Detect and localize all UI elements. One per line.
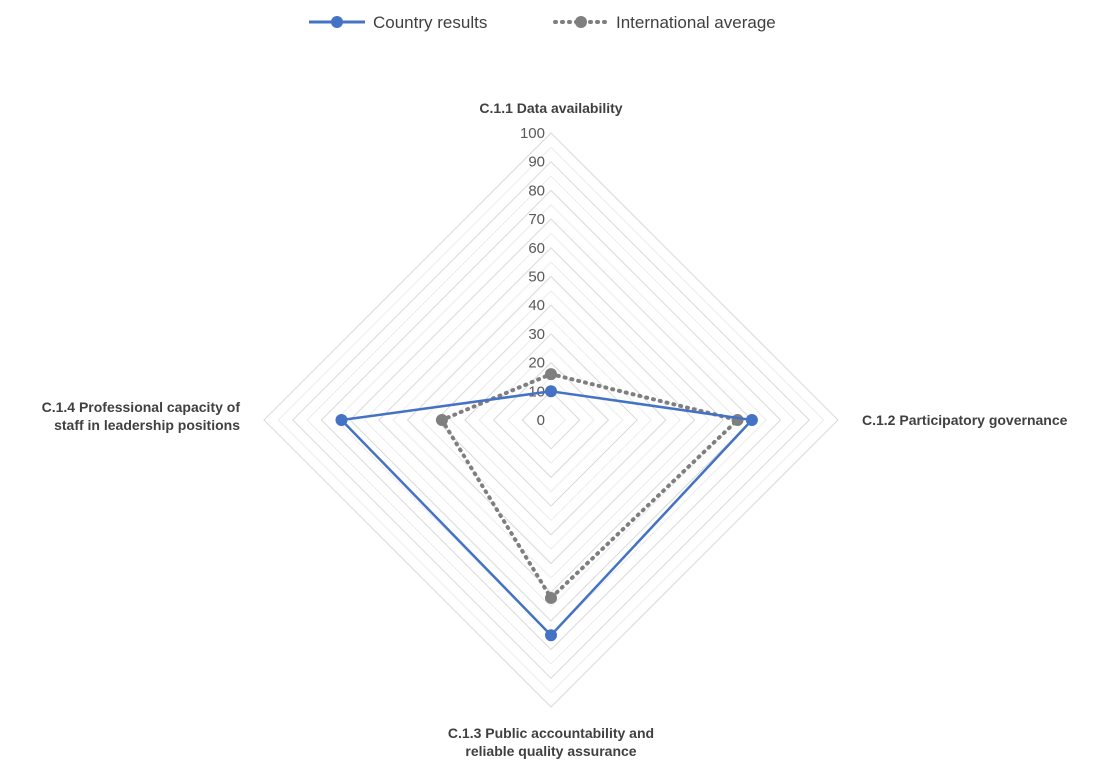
- tick-label: 80: [528, 182, 545, 199]
- series-group: [335, 385, 758, 642]
- axis-label: C.1.2 Participatory governance: [862, 412, 1068, 428]
- tick-label: 20: [528, 355, 545, 372]
- series-point: [545, 629, 557, 642]
- series-point: [335, 414, 348, 426]
- tick-label: 0: [537, 412, 545, 429]
- series-point: [545, 591, 557, 604]
- grid-ring: [349, 218, 753, 622]
- legend-swatch-marker: [331, 16, 343, 28]
- grid-ring: [263, 132, 839, 708]
- tick-label: 70: [528, 211, 545, 228]
- axis-label-line: C.1.3 Public accountability and: [448, 725, 654, 741]
- radar-grid: [263, 132, 839, 708]
- grid-ring: [535, 404, 567, 436]
- grid-ring: [449, 318, 653, 522]
- grid-ring: [435, 304, 667, 536]
- legend: Country results International average: [309, 13, 776, 32]
- grid-ring: [492, 361, 610, 479]
- tick-label: 40: [528, 297, 545, 314]
- grid-ring: [363, 232, 739, 608]
- axis-label-line: C.1.2 Participatory governance: [862, 412, 1068, 428]
- series-point: [545, 385, 557, 398]
- axis-label-line: C.1.1 Data availability: [479, 100, 622, 116]
- axis-label: C.1.3 Public accountability and reliable …: [448, 725, 654, 759]
- grid-ring: [478, 347, 624, 493]
- axis-label-line: C.1.4 Professional capacity of: [42, 399, 241, 415]
- grid-ring: [406, 275, 696, 565]
- grid-ring: [521, 390, 581, 450]
- grid-ring: [306, 175, 796, 665]
- axis-label-line: reliable quality assurance: [465, 743, 636, 759]
- legend-swatch-marker: [575, 16, 587, 28]
- axis-label: C.1.4 Professional capacity of staff in l…: [42, 399, 241, 433]
- axis-label: C.1.1 Data availability: [479, 100, 622, 116]
- legend-label: International average: [616, 13, 776, 32]
- radar-tick-labels: 0 10 20 30 40 50 60 70 80 90 100: [520, 125, 545, 429]
- grid-ring: [464, 333, 638, 507]
- series-point: [545, 368, 557, 381]
- grid-ring: [277, 146, 825, 694]
- grid-ring: [421, 290, 681, 550]
- grid-ring: [392, 261, 710, 579]
- series-point: [745, 414, 758, 426]
- tick-label: 10: [528, 383, 545, 400]
- grid-ring: [291, 160, 811, 680]
- radar-series: [335, 368, 758, 642]
- tick-label: 30: [528, 326, 545, 343]
- tick-label: 90: [528, 154, 545, 171]
- tick-label: 50: [528, 269, 545, 286]
- grid-ring: [320, 189, 782, 651]
- radar-axis-labels: C.1.1 Data availability C.1.2 Participato…: [42, 100, 1068, 759]
- grid-ring: [335, 204, 767, 636]
- series-point: [435, 414, 448, 426]
- grid-ring: [507, 376, 595, 464]
- series-group: [435, 368, 744, 604]
- grid-ring: [378, 247, 724, 593]
- axis-label-line: staff in leadership positions: [54, 417, 240, 433]
- tick-label: 100: [520, 125, 545, 142]
- tick-label: 60: [528, 240, 545, 257]
- legend-label: Country results: [373, 13, 487, 32]
- series-point: [731, 414, 744, 426]
